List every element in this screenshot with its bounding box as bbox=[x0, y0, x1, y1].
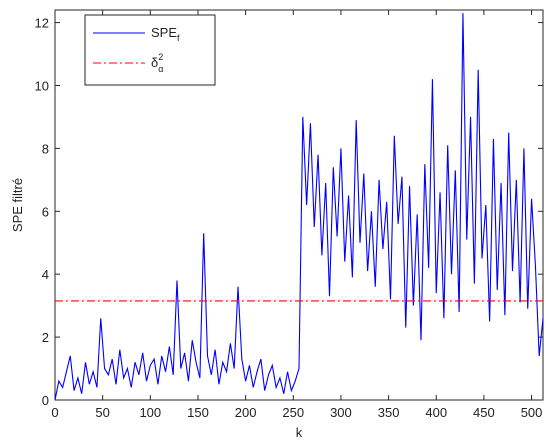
x-tick-label: 400 bbox=[425, 405, 447, 420]
legend-label-part: f bbox=[177, 33, 180, 43]
legend-label: δ2 α bbox=[151, 52, 163, 74]
legend-label-part: α bbox=[158, 64, 163, 74]
y-tick-label: 8 bbox=[42, 141, 49, 156]
y-tick-label: 2 bbox=[42, 330, 49, 345]
x-tick-label: 450 bbox=[473, 405, 495, 420]
y-axis-label: SPE filtré bbox=[10, 178, 25, 232]
x-tick-label: 50 bbox=[95, 405, 109, 420]
y-tick-label: 10 bbox=[35, 78, 49, 93]
x-tick-label: 150 bbox=[187, 405, 209, 420]
legend-label-part: 2 bbox=[158, 52, 163, 62]
x-axis-label: k bbox=[296, 425, 303, 440]
x-tick-label: 0 bbox=[51, 405, 58, 420]
y-tick-label: 0 bbox=[42, 393, 49, 408]
legend-label-part: SPE bbox=[151, 25, 177, 40]
y-tick-label: 4 bbox=[42, 267, 49, 282]
line-series bbox=[54, 13, 544, 401]
x-tick-label: 350 bbox=[378, 405, 400, 420]
legend-box bbox=[84, 14, 216, 86]
x-tick-label: 250 bbox=[282, 405, 304, 420]
x-tick-label: 300 bbox=[330, 405, 352, 420]
legend-label-part: δ bbox=[151, 55, 158, 70]
legend-label: SPEf bbox=[151, 25, 180, 43]
x-tick-label: 100 bbox=[139, 405, 161, 420]
legend: SPEf δ2 α bbox=[84, 14, 216, 86]
x-tick-label: 200 bbox=[235, 405, 257, 420]
y-tick-label: 12 bbox=[35, 16, 49, 31]
x-tick-label: 500 bbox=[521, 405, 543, 420]
y-tick-label: 6 bbox=[42, 204, 49, 219]
